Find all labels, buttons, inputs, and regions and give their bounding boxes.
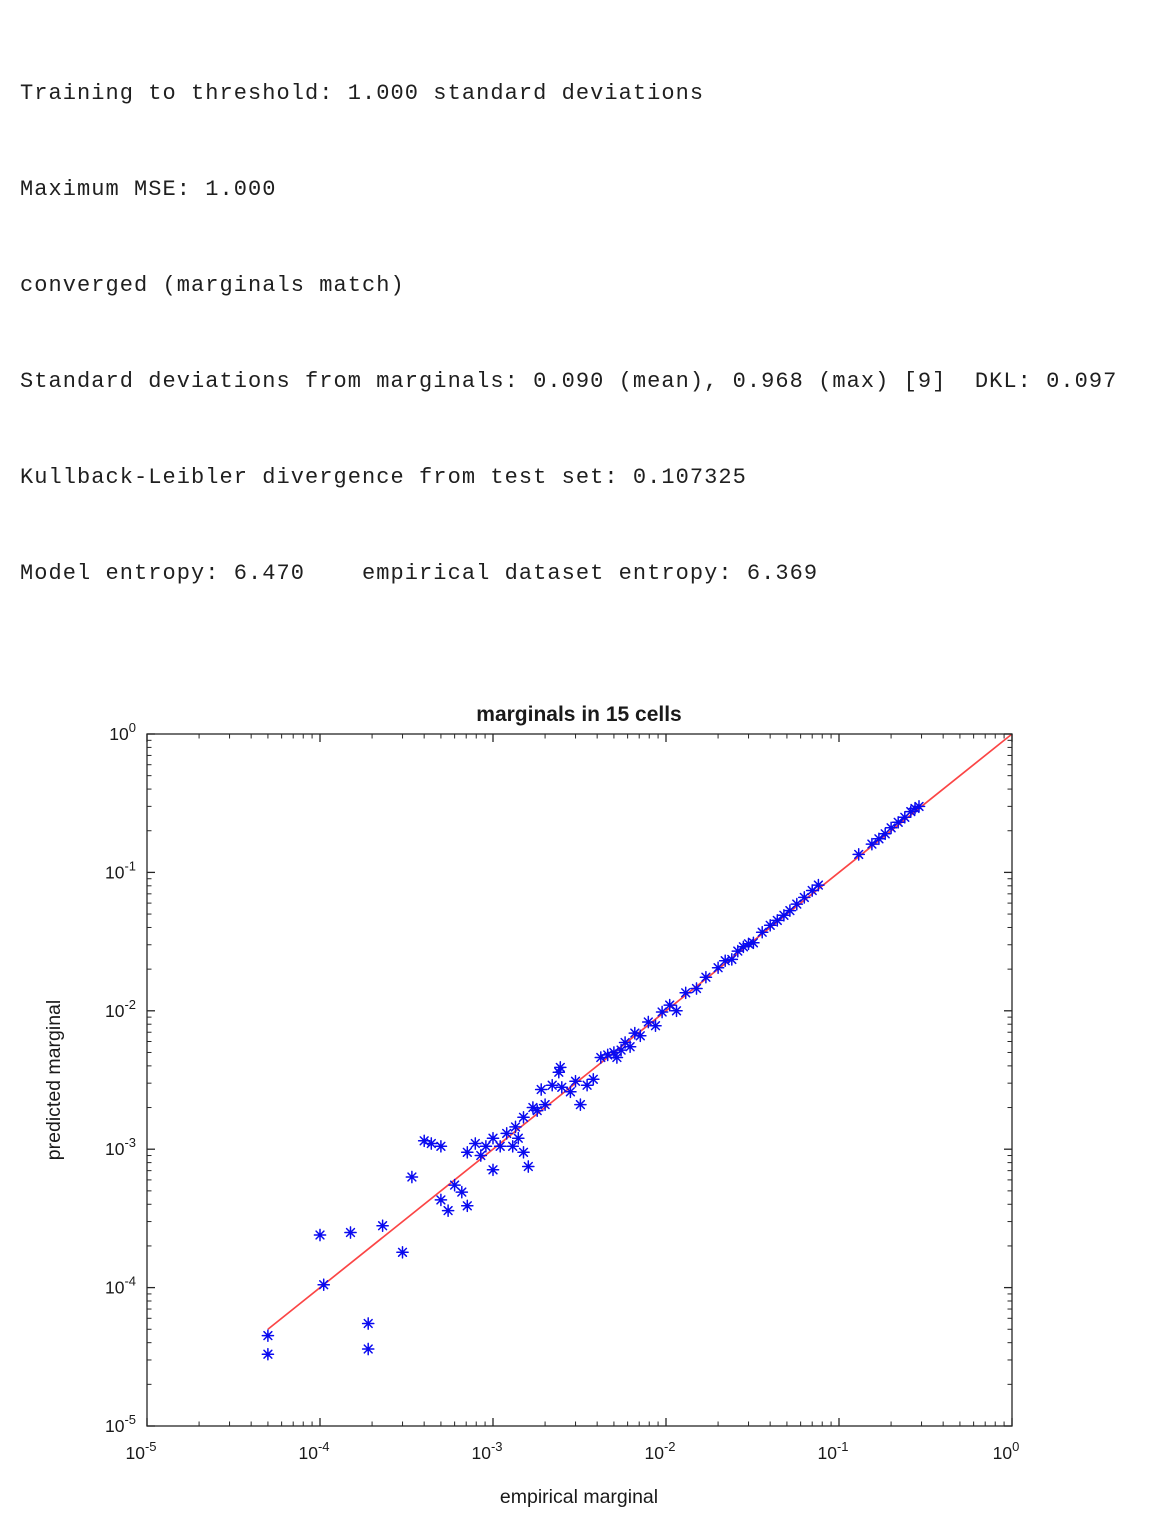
x-tick-label: 10-5	[125, 1439, 156, 1463]
console-line: Maximum MSE: 1.000	[20, 177, 277, 202]
scatter-points	[261, 800, 926, 1361]
x-tick-label: 100	[993, 1439, 1020, 1463]
x-tick-label: 10-4	[298, 1439, 329, 1463]
y-axis-label: predicted marginal	[43, 1000, 65, 1160]
scatter-plot-figure: 10-5 10-4 10-3 10-2 10-1 100 10-5 10-4 10-3 10-2 1…	[43, 703, 1019, 1508]
y-tick-label: 10-4	[105, 1274, 136, 1298]
chart-title: marginals in 15 cells	[476, 703, 681, 726]
y-tick-label: 10-1	[105, 858, 136, 882]
y-tick-label: 100	[109, 720, 136, 744]
console-line: Model entropy: 6.470 empirical dataset e…	[20, 561, 819, 586]
y-tick-label: 10-5	[105, 1412, 136, 1436]
y-tick-label: 10-3	[105, 1135, 136, 1159]
console-line: Training to threshold: 1.000 standard de…	[20, 81, 705, 106]
x-tick-label: 10-2	[644, 1439, 675, 1463]
x-tick-label: 10-1	[817, 1439, 848, 1463]
console-line: Standard deviations from marginals: 0.09…	[20, 369, 1118, 394]
console-line: converged (marginals match)	[20, 273, 405, 298]
plot-layer: 10-5 10-4 10-3 10-2 10-1 100 10-5 10-4 10-3 10-2 1…	[105, 720, 1019, 1463]
y-tick-label: 10-2	[105, 997, 136, 1021]
console-line: Kullback-Leibler divergence from test se…	[20, 465, 747, 490]
x-axis-label: empirical marginal	[500, 1486, 658, 1508]
console-output: Training to threshold: 1.000 standard de…	[0, 0, 1168, 622]
x-tick-label: 10-3	[471, 1439, 502, 1463]
